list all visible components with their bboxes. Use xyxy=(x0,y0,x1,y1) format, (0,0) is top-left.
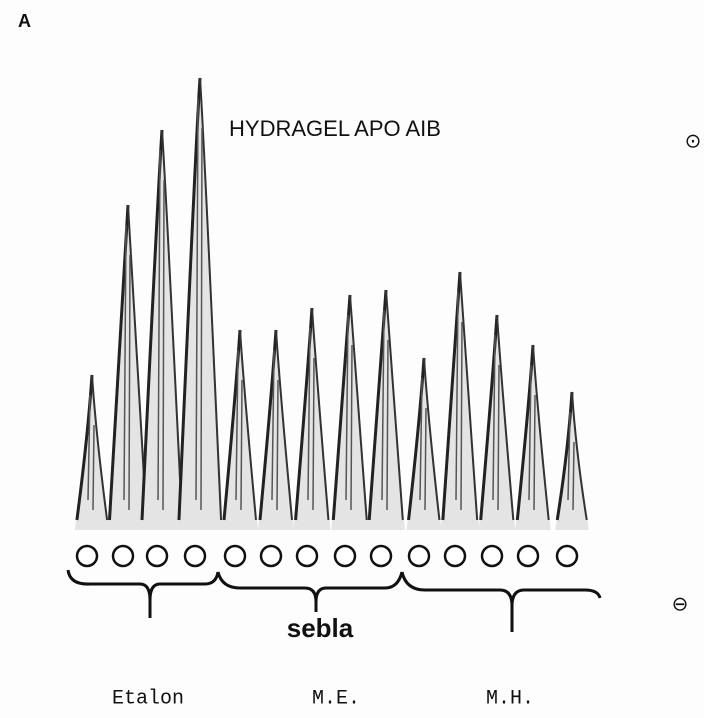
peak-edge xyxy=(367,289,388,521)
title: HYDRAGEL APO AIB xyxy=(229,116,441,141)
lane-label: M.H. xyxy=(486,687,534,710)
panel-label: A xyxy=(18,11,31,31)
well xyxy=(480,544,504,568)
peak-streak xyxy=(567,411,575,511)
well xyxy=(145,544,169,568)
anode-symbol: ⊙ xyxy=(685,130,702,152)
peak-edge xyxy=(407,357,426,521)
peak-shade xyxy=(555,392,589,530)
peak-shade xyxy=(107,205,149,530)
brace xyxy=(216,571,404,612)
peak-edge xyxy=(555,391,574,521)
peak-edge xyxy=(199,77,223,521)
peak-edge xyxy=(423,357,441,521)
peak-edge xyxy=(258,329,278,521)
well xyxy=(183,544,207,568)
group-label: sebla xyxy=(287,613,354,643)
peak-shade xyxy=(515,345,551,530)
braces xyxy=(66,569,602,632)
peak-streak xyxy=(345,314,353,511)
peak-streak xyxy=(419,377,427,511)
peak-edge xyxy=(222,329,242,521)
peak-edge xyxy=(571,391,588,521)
peak-shade xyxy=(440,272,480,530)
well xyxy=(259,544,283,568)
peak-shade xyxy=(176,78,224,530)
peak-edge xyxy=(275,329,293,521)
peak-edge xyxy=(479,314,499,521)
well xyxy=(369,544,393,568)
peak-edge xyxy=(496,314,515,521)
peak-edge xyxy=(294,307,314,521)
peak-streak xyxy=(381,309,389,511)
peak-streak xyxy=(195,97,203,511)
peak-streak xyxy=(235,349,243,511)
peak-edge xyxy=(108,204,130,521)
well xyxy=(223,544,247,568)
well xyxy=(407,544,431,568)
well xyxy=(111,544,135,568)
peak-shade xyxy=(478,315,516,530)
peak-shade xyxy=(406,358,442,530)
peak-streak xyxy=(271,349,279,511)
peak-edge xyxy=(515,344,535,521)
peak-edge xyxy=(91,374,109,521)
peak-shade xyxy=(367,290,405,530)
peak-shade xyxy=(258,330,294,530)
peak-streak xyxy=(87,394,95,511)
peak-streak xyxy=(123,224,131,511)
peak-edge xyxy=(161,129,183,521)
peak-streak xyxy=(528,364,536,511)
peak-shade xyxy=(140,130,184,530)
peak-edge xyxy=(75,374,94,521)
peak-edge xyxy=(459,271,479,521)
well xyxy=(516,544,540,568)
well xyxy=(333,544,357,568)
peak-edge xyxy=(127,204,148,521)
peak-edge xyxy=(349,294,368,521)
peak-edge xyxy=(331,294,352,521)
well xyxy=(555,544,579,568)
peak-edge xyxy=(441,271,462,521)
lane-label: Etalon xyxy=(112,687,184,710)
peak-edge xyxy=(532,344,550,521)
peak-streak xyxy=(492,334,500,511)
gel-peaks xyxy=(74,77,589,568)
peak-streak xyxy=(455,291,463,511)
peak-streak xyxy=(157,149,165,511)
peak-streak xyxy=(307,327,315,511)
brace xyxy=(400,571,602,632)
peak-edge xyxy=(311,307,330,521)
peak-edge xyxy=(385,289,404,521)
well xyxy=(75,544,99,568)
peak-shade xyxy=(331,295,369,530)
cathode-symbol: ⊖ xyxy=(672,593,689,615)
brace xyxy=(66,569,220,618)
peak-shade xyxy=(222,330,258,530)
well xyxy=(443,544,467,568)
peak-shade xyxy=(293,308,331,530)
well xyxy=(295,544,319,568)
peak-shade xyxy=(74,375,110,530)
peak-edge xyxy=(239,329,257,521)
lane-label: M.E. xyxy=(312,687,360,710)
